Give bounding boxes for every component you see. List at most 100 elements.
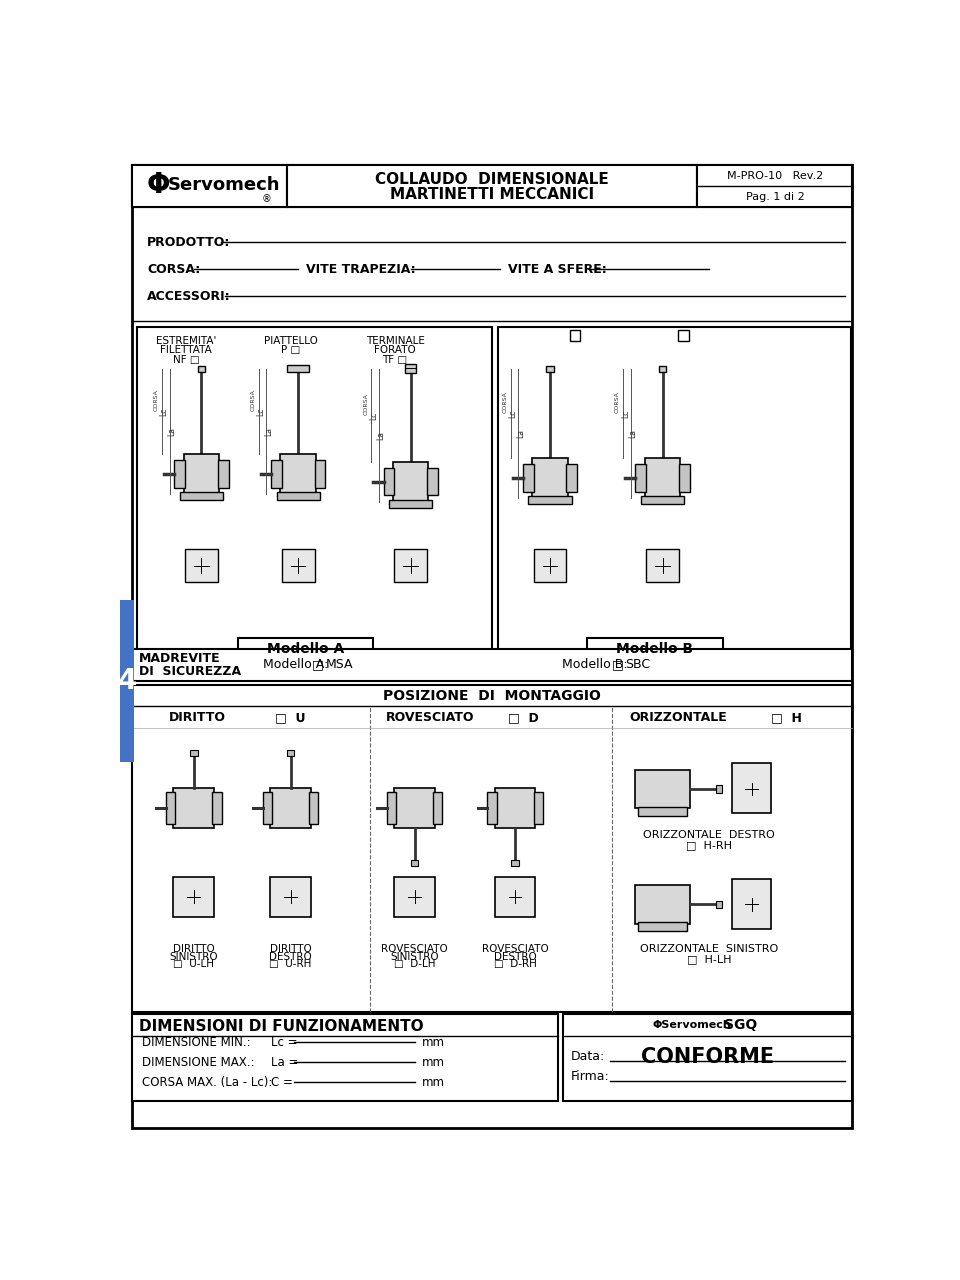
Text: CORSA: CORSA [251,389,255,411]
Bar [132,649,852,681]
Text: ROVESCIATO: ROVESCIATO [381,945,448,954]
Text: MSA: MSA [325,658,353,672]
Text: mm: mm [422,1056,445,1069]
Bar [569,330,581,340]
Text: DI  SICUREZZA: DI SICUREZZA [139,666,242,678]
Text: VITE A SFERE:: VITE A SFERE: [508,262,607,275]
Circle shape [204,881,209,886]
Text: DIMENSIONI DI FUNZIONAMENTO: DIMENSIONI DI FUNZIONAMENTO [139,1019,424,1033]
Text: □  U-RH: □ U-RH [270,960,312,969]
Bar [678,330,689,340]
Bar [271,877,311,916]
Text: DIRITTO: DIRITTO [173,945,214,954]
Bar [534,549,566,581]
Text: POSIZIONE  DI  MONTAGGIO: POSIZIONE DI MONTAGGIO [383,689,601,703]
Text: DESTRO: DESTRO [493,952,537,961]
Bar [271,788,311,828]
Bar [716,785,722,792]
Circle shape [301,908,306,913]
Bar [697,165,852,207]
Text: Lc: Lc [369,411,378,420]
Text: □: □ [312,658,324,672]
Bar [183,454,219,494]
Bar [132,165,287,207]
Text: SBC: SBC [625,658,651,672]
Circle shape [672,552,676,557]
Text: ®: ® [261,193,271,204]
Text: Data:: Data: [571,1050,606,1062]
Bar [387,792,396,824]
Bar [282,549,315,581]
Text: NF □: NF □ [173,355,199,365]
Text: DIMENSIONE MIN.:: DIMENSIONE MIN.: [142,1036,251,1048]
Text: TF □: TF □ [383,355,408,365]
Text: M-PRO-10   Rev.2: M-PRO-10 Rev.2 [727,170,823,180]
Bar [174,877,214,916]
Text: Modello B: Modello B [616,641,693,655]
Circle shape [735,920,741,925]
Bar [218,460,228,488]
Text: La: La [376,431,386,440]
Circle shape [420,552,424,557]
Text: Modello A: Modello A [267,641,344,655]
Text: MADREVITE: MADREVITE [139,652,221,664]
Text: CORSA: CORSA [154,389,159,411]
Bar [679,463,689,492]
Text: La =: La = [271,1056,299,1069]
Text: ORIZZONTALE: ORIZZONTALE [629,710,727,723]
Text: Servomech: Servomech [168,175,280,193]
Bar [646,549,679,581]
Bar [132,1015,558,1101]
Text: SGQ: SGQ [724,1019,757,1032]
Bar [638,806,686,815]
Bar [395,549,427,581]
Bar [263,792,272,824]
Bar [427,467,438,495]
Text: ESTREMITA': ESTREMITA' [156,335,216,346]
Bar [389,500,432,508]
Bar [280,454,316,494]
Bar [120,600,134,762]
Text: □  H: □ H [771,710,802,723]
Bar [645,458,681,498]
Text: La: La [516,429,525,438]
Circle shape [559,552,564,557]
Circle shape [396,575,401,579]
Text: Lc: Lc [256,407,266,416]
Circle shape [307,552,312,557]
Bar [137,326,492,666]
Text: P □: P □ [281,344,300,355]
Bar [393,462,428,502]
Bar [564,1015,852,1101]
Circle shape [275,908,280,913]
Bar [528,497,572,504]
Circle shape [178,881,183,886]
Text: ROVESCIATO: ROVESCIATO [386,710,474,723]
Text: La: La [167,428,177,436]
Text: Modello B:: Modello B: [562,658,628,672]
Bar [488,792,496,824]
Text: CORSA MAX. (La - Lc):: CORSA MAX. (La - Lc): [142,1075,272,1089]
Circle shape [210,575,215,579]
Text: Lc: Lc [621,410,630,417]
Text: C =: C = [271,1075,293,1089]
Circle shape [735,805,741,810]
Text: Modello A:: Modello A: [263,658,328,672]
Text: COLLAUDO  DIMENSIONALE: COLLAUDO DIMENSIONALE [375,173,609,187]
Bar [635,769,690,808]
Text: La: La [264,428,274,436]
Circle shape [398,908,404,913]
Text: PIATTELLO: PIATTELLO [264,335,318,346]
Bar [716,901,722,909]
Text: Pag. 1 di 2: Pag. 1 di 2 [746,192,804,202]
Circle shape [762,805,768,810]
Circle shape [499,881,505,886]
Text: CONFORME: CONFORME [641,1047,775,1066]
Circle shape [762,883,768,888]
Bar [198,366,205,372]
Circle shape [425,881,430,886]
Bar [534,792,543,824]
Bar [185,549,218,581]
Bar [532,458,568,498]
Bar [287,750,295,755]
